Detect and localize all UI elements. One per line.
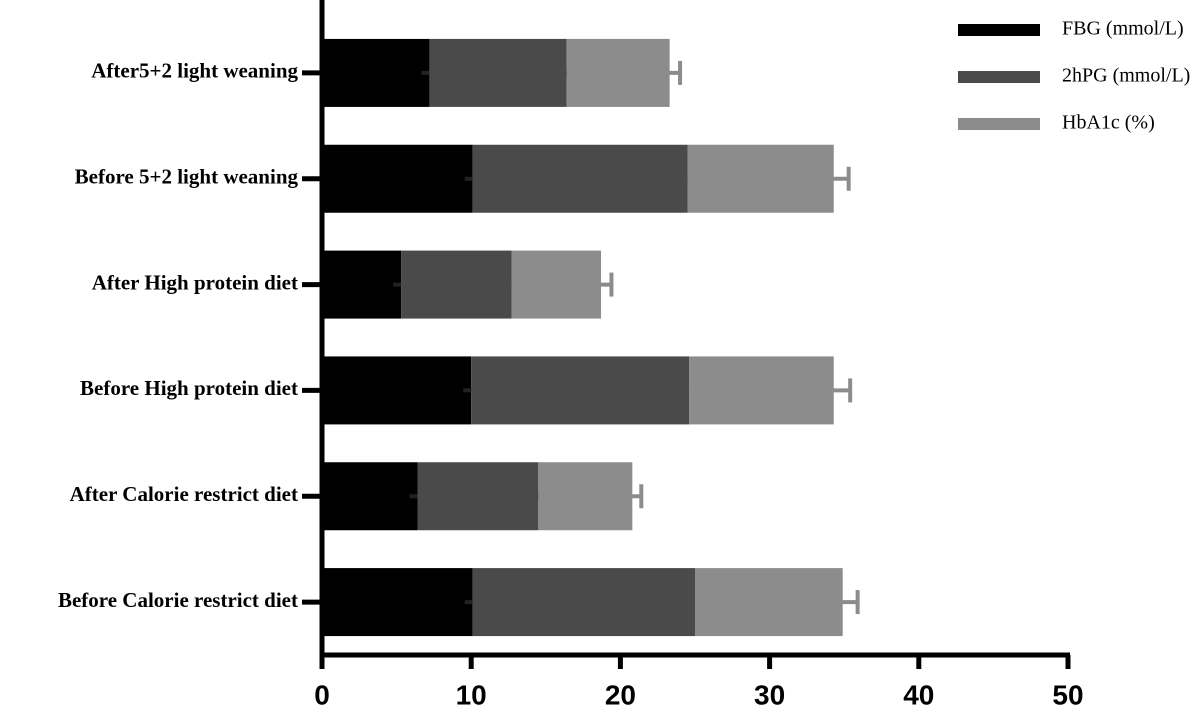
bar-segment: [322, 568, 473, 637]
bar-segment: [687, 144, 834, 213]
bar-segment: [417, 462, 539, 531]
bar-segment: [689, 356, 834, 425]
error-bar: [624, 484, 644, 509]
error-bar: [593, 272, 614, 297]
bar-segment: [322, 462, 418, 531]
bar-segment: [695, 568, 843, 637]
x-tick-label: 0: [314, 679, 330, 710]
error-bar: [825, 378, 853, 403]
legend-swatch: [958, 71, 1040, 83]
y-tick-label: After5+2 light weaning: [91, 59, 298, 83]
bar-segment: [471, 356, 690, 425]
y-tick-label: Before 5+2 light weaning: [75, 165, 299, 189]
error-bar: [661, 60, 683, 85]
bar-segment: [538, 462, 633, 531]
x-tick-label: 10: [456, 679, 487, 710]
bar-segment: [322, 356, 472, 425]
error-bar: [825, 166, 851, 191]
bar-segment: [322, 144, 473, 213]
bar-segment: [429, 38, 567, 107]
bar-segment: [401, 250, 512, 319]
legend-label: HbA1c (%): [1062, 112, 1155, 134]
y-tick-label: After High protein diet: [92, 270, 298, 294]
y-tick-label: After Calorie restrict diet: [70, 482, 298, 506]
x-tick-label: 40: [903, 679, 934, 710]
bar-segment: [472, 144, 688, 213]
bar-segment: [472, 568, 695, 637]
x-tick-label: 20: [605, 679, 636, 710]
y-tick-label: Before High protein diet: [80, 376, 298, 400]
error-bar: [834, 590, 860, 615]
y-tick-label: Before Calorie restrict diet: [58, 588, 298, 612]
bar-segment: [566, 38, 670, 107]
legend-swatch: [958, 118, 1040, 130]
bar-segment: [322, 38, 430, 107]
legend-label: 2hPG (mmol/L): [1062, 65, 1190, 87]
legend-label: FBG (mmol/L): [1062, 18, 1184, 40]
bar-segment: [511, 250, 602, 319]
x-tick-label: 30: [754, 679, 785, 710]
x-tick-label: 50: [1052, 679, 1083, 710]
legend-swatch: [958, 24, 1040, 36]
bar-segment: [322, 250, 402, 319]
